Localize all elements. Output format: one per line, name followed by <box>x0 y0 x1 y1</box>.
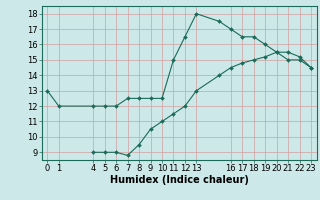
X-axis label: Humidex (Indice chaleur): Humidex (Indice chaleur) <box>110 175 249 185</box>
